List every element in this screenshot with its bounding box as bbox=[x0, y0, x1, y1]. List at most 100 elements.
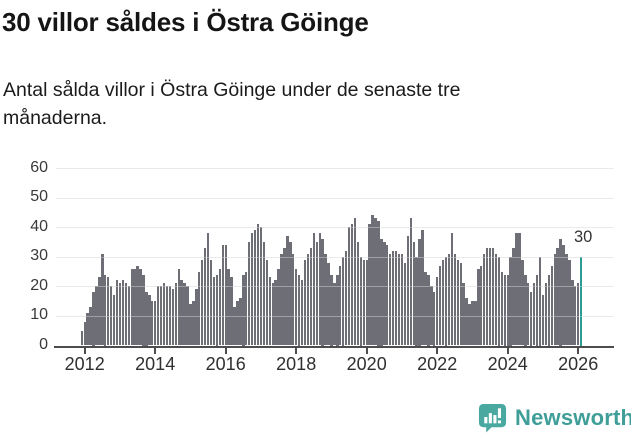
highlighted-bar bbox=[579, 256, 583, 346]
x-axis-tick bbox=[295, 347, 298, 354]
bar bbox=[397, 253, 401, 346]
bar bbox=[206, 233, 210, 346]
bar bbox=[315, 241, 318, 346]
bar bbox=[156, 286, 160, 346]
bar bbox=[553, 253, 556, 346]
bar bbox=[377, 221, 380, 346]
bar bbox=[86, 312, 89, 346]
bar bbox=[215, 274, 219, 346]
bar bbox=[115, 280, 119, 346]
bar bbox=[362, 259, 365, 346]
bar bbox=[524, 274, 527, 346]
bar bbox=[506, 274, 509, 346]
x-axis-tick bbox=[224, 347, 227, 354]
bar bbox=[221, 244, 224, 346]
bar bbox=[118, 283, 122, 346]
x-axis-tick bbox=[436, 347, 439, 354]
bar bbox=[541, 295, 545, 346]
bar bbox=[109, 286, 113, 346]
bar bbox=[415, 256, 418, 346]
bar bbox=[356, 241, 360, 346]
bar bbox=[547, 274, 551, 346]
bar bbox=[324, 253, 327, 346]
bar bbox=[459, 262, 462, 346]
bar bbox=[500, 271, 504, 346]
bar bbox=[300, 280, 304, 346]
bar bbox=[527, 283, 530, 346]
gridline bbox=[56, 256, 614, 258]
bar bbox=[374, 218, 377, 346]
bar bbox=[577, 283, 580, 346]
bar bbox=[148, 295, 151, 346]
bar bbox=[512, 247, 515, 346]
x-axis-tick bbox=[577, 347, 580, 354]
bar bbox=[242, 274, 245, 346]
bar bbox=[233, 307, 236, 346]
last-value-label: 30 bbox=[573, 227, 593, 246]
bar bbox=[162, 283, 166, 346]
bar bbox=[98, 277, 101, 346]
bar bbox=[503, 274, 506, 346]
bar bbox=[136, 265, 139, 346]
gridline bbox=[56, 168, 614, 169]
bar bbox=[107, 277, 110, 346]
bar bbox=[418, 239, 421, 346]
bar bbox=[230, 277, 233, 346]
x-axis-label: 2026 bbox=[558, 354, 599, 374]
bar bbox=[430, 286, 433, 346]
bar bbox=[127, 286, 130, 346]
bar bbox=[433, 292, 436, 346]
bar bbox=[453, 253, 457, 346]
bar bbox=[154, 301, 157, 346]
bar bbox=[95, 286, 98, 346]
x-axis-label: 2024 bbox=[487, 354, 528, 374]
bar bbox=[121, 280, 125, 346]
gridline-overlay bbox=[56, 286, 614, 288]
chart-title: 30 villor såldes i Östra Göinge bbox=[2, 7, 369, 37]
bar bbox=[177, 268, 180, 346]
gridline-overlay bbox=[56, 315, 614, 317]
bar bbox=[336, 274, 339, 346]
chart-subtitle: Antal sålda villor i Östra Göinge under … bbox=[3, 79, 461, 129]
bar bbox=[268, 277, 271, 346]
bar bbox=[104, 274, 107, 346]
bar bbox=[130, 268, 133, 346]
bar bbox=[224, 244, 227, 346]
bar bbox=[201, 259, 204, 346]
bar bbox=[491, 247, 495, 346]
gridline-overlay bbox=[56, 256, 614, 258]
y-axis-label: 20 bbox=[30, 276, 48, 294]
bar bbox=[538, 256, 542, 346]
bar bbox=[165, 286, 169, 346]
bar bbox=[192, 301, 195, 346]
bar bbox=[303, 259, 307, 346]
bar bbox=[347, 227, 351, 346]
bar bbox=[559, 239, 562, 346]
y-axis-label: 10 bbox=[30, 306, 48, 324]
x-axis-tick bbox=[154, 347, 157, 354]
bar bbox=[421, 230, 424, 346]
bar bbox=[312, 233, 316, 346]
bar bbox=[488, 247, 492, 346]
bar bbox=[83, 321, 86, 346]
bar bbox=[330, 274, 333, 346]
bar bbox=[112, 295, 116, 346]
gridline bbox=[56, 227, 614, 229]
gridline-overlay bbox=[56, 197, 614, 199]
bar bbox=[444, 256, 448, 346]
bar bbox=[474, 301, 477, 346]
y-axis-label: 30 bbox=[30, 247, 48, 265]
bar bbox=[544, 283, 548, 346]
bar bbox=[248, 241, 251, 346]
bar bbox=[203, 247, 207, 346]
bar bbox=[262, 241, 266, 346]
bar bbox=[101, 253, 104, 346]
bar bbox=[159, 286, 163, 346]
bar bbox=[344, 250, 348, 346]
bar bbox=[471, 301, 474, 346]
bar bbox=[271, 283, 274, 346]
bar bbox=[327, 262, 330, 346]
x-axis-label: 2012 bbox=[64, 354, 105, 374]
bar bbox=[189, 304, 192, 346]
bar bbox=[277, 268, 280, 346]
